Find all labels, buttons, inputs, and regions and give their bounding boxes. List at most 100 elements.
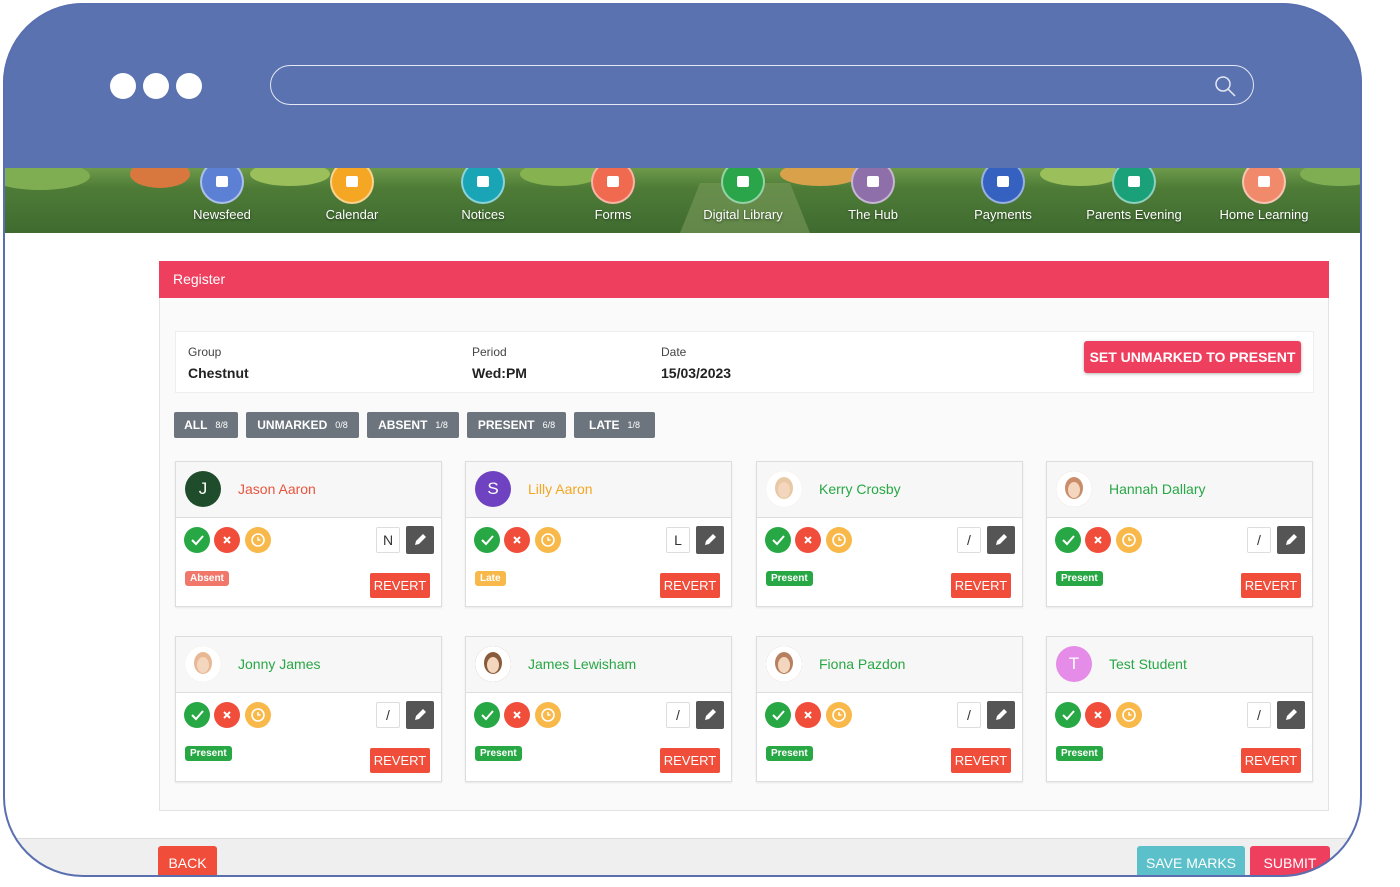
student-name[interactable]: James Lewisham [528,656,637,672]
window-dot [176,73,202,99]
window-dot [110,73,136,99]
late-button[interactable] [826,527,852,553]
nav-item[interactable]: Calendar [287,168,417,233]
late-button[interactable] [245,702,271,728]
group-label: Group [188,345,222,359]
revert-button[interactable]: REVERT [370,573,430,598]
status-badge: Present [475,746,522,761]
nav-icon [1242,168,1286,204]
filter-count: 8/8 [215,420,228,430]
student-name[interactable]: Jason Aaron [238,481,316,497]
revert-button[interactable]: REVERT [370,748,430,773]
nav-item[interactable]: Newsfeed [157,168,287,233]
absent-button[interactable] [1085,527,1111,553]
student-card: Jonny James / Present REVERT [175,636,442,782]
present-button[interactable] [1055,702,1081,728]
filter-count: 1/8 [435,420,448,430]
revert-button[interactable]: REVERT [1241,748,1301,773]
revert-button[interactable]: REVERT [951,573,1011,598]
student-name[interactable]: Kerry Crosby [819,481,901,497]
submit-button[interactable]: SUBMIT [1250,846,1330,877]
student-name[interactable]: Fiona Pazdon [819,656,906,672]
edit-button[interactable] [1277,701,1305,729]
nav-icon [330,168,374,204]
nav-icon [200,168,244,204]
present-button[interactable] [1055,527,1081,553]
late-button[interactable] [1116,702,1142,728]
avatar [766,471,802,507]
nav-icon [1112,168,1156,204]
late-button[interactable] [826,702,852,728]
edit-button[interactable] [987,526,1015,554]
absent-button[interactable] [504,527,530,553]
edit-button[interactable] [406,526,434,554]
absent-button[interactable] [795,702,821,728]
filter-label: ABSENT [378,418,428,432]
avatar [185,646,221,682]
nav-icon [851,168,895,204]
nav-icon [591,168,635,204]
filter-button[interactable]: PRESENT 6/8 [467,412,566,438]
student-name[interactable]: Lilly Aaron [528,481,593,497]
present-button[interactable] [765,527,791,553]
edit-button[interactable] [987,701,1015,729]
present-button[interactable] [474,527,500,553]
revert-button[interactable]: REVERT [1241,573,1301,598]
nav-item[interactable]: The Hub [808,168,938,233]
student-name[interactable]: Jonny James [238,656,321,672]
late-button[interactable] [1116,527,1142,553]
student-card: Hannah Dallary / Present REVERT [1046,461,1313,607]
nav-label: Forms [594,207,632,222]
absent-button[interactable] [214,702,240,728]
info-box: Group Chestnut Period Wed:PM Date 15/03/… [175,331,1314,393]
revert-button[interactable]: REVERT [660,748,720,773]
present-button[interactable] [765,702,791,728]
filter-button[interactable]: ABSENT 1/8 [367,412,459,438]
absent-button[interactable] [504,702,530,728]
mark-code: N [376,527,400,553]
save-marks-button[interactable]: SAVE MARKS [1137,846,1245,877]
mark-code: / [957,527,981,553]
back-button[interactable]: BACK [158,846,217,877]
filter-label: UNMARKED [257,418,328,432]
nav-item[interactable]: Home Learning [1199,168,1329,233]
edit-button[interactable] [696,526,724,554]
set-unmarked-button[interactable]: SET UNMARKED TO PRESENT [1084,341,1301,373]
nav-item[interactable]: Forms [548,168,678,233]
filter-button[interactable]: LATE 1/8 [574,412,655,438]
nav-item[interactable]: Payments [938,168,1068,233]
present-button[interactable] [184,702,210,728]
status-badge: Late [475,571,506,586]
revert-button[interactable]: REVERT [951,748,1011,773]
late-button[interactable] [535,527,561,553]
filter-button[interactable]: ALL 8/8 [174,412,238,438]
student-name[interactable]: Test Student [1109,656,1187,672]
mark-code: / [666,702,690,728]
nav-label: The Hub [848,207,898,222]
revert-button[interactable]: REVERT [660,573,720,598]
late-button[interactable] [245,527,271,553]
late-button[interactable] [535,702,561,728]
filter-button[interactable]: UNMARKED 0/8 [246,412,359,438]
edit-button[interactable] [406,701,434,729]
nav-item[interactable]: Parents Evening [1069,168,1199,233]
absent-button[interactable] [214,527,240,553]
absent-button[interactable] [795,527,821,553]
nav-item[interactable]: Notices [418,168,548,233]
date-label: Date [661,345,687,359]
edit-button[interactable] [1277,526,1305,554]
edit-button[interactable] [696,701,724,729]
student-name[interactable]: Hannah Dallary [1109,481,1206,497]
present-button[interactable] [474,702,500,728]
filter-label: PRESENT [477,418,535,432]
search-bar[interactable] [270,65,1254,105]
nav-label: Digital Library [703,207,783,222]
nav-item[interactable]: Digital Library [678,168,808,233]
student-card: James Lewisham / Present REVERT [465,636,732,782]
nav-label: Payments [974,207,1032,222]
present-button[interactable] [184,527,210,553]
absent-button[interactable] [1085,702,1111,728]
filter-count: 0/8 [335,420,348,430]
period-value: Wed:PM [472,365,527,381]
